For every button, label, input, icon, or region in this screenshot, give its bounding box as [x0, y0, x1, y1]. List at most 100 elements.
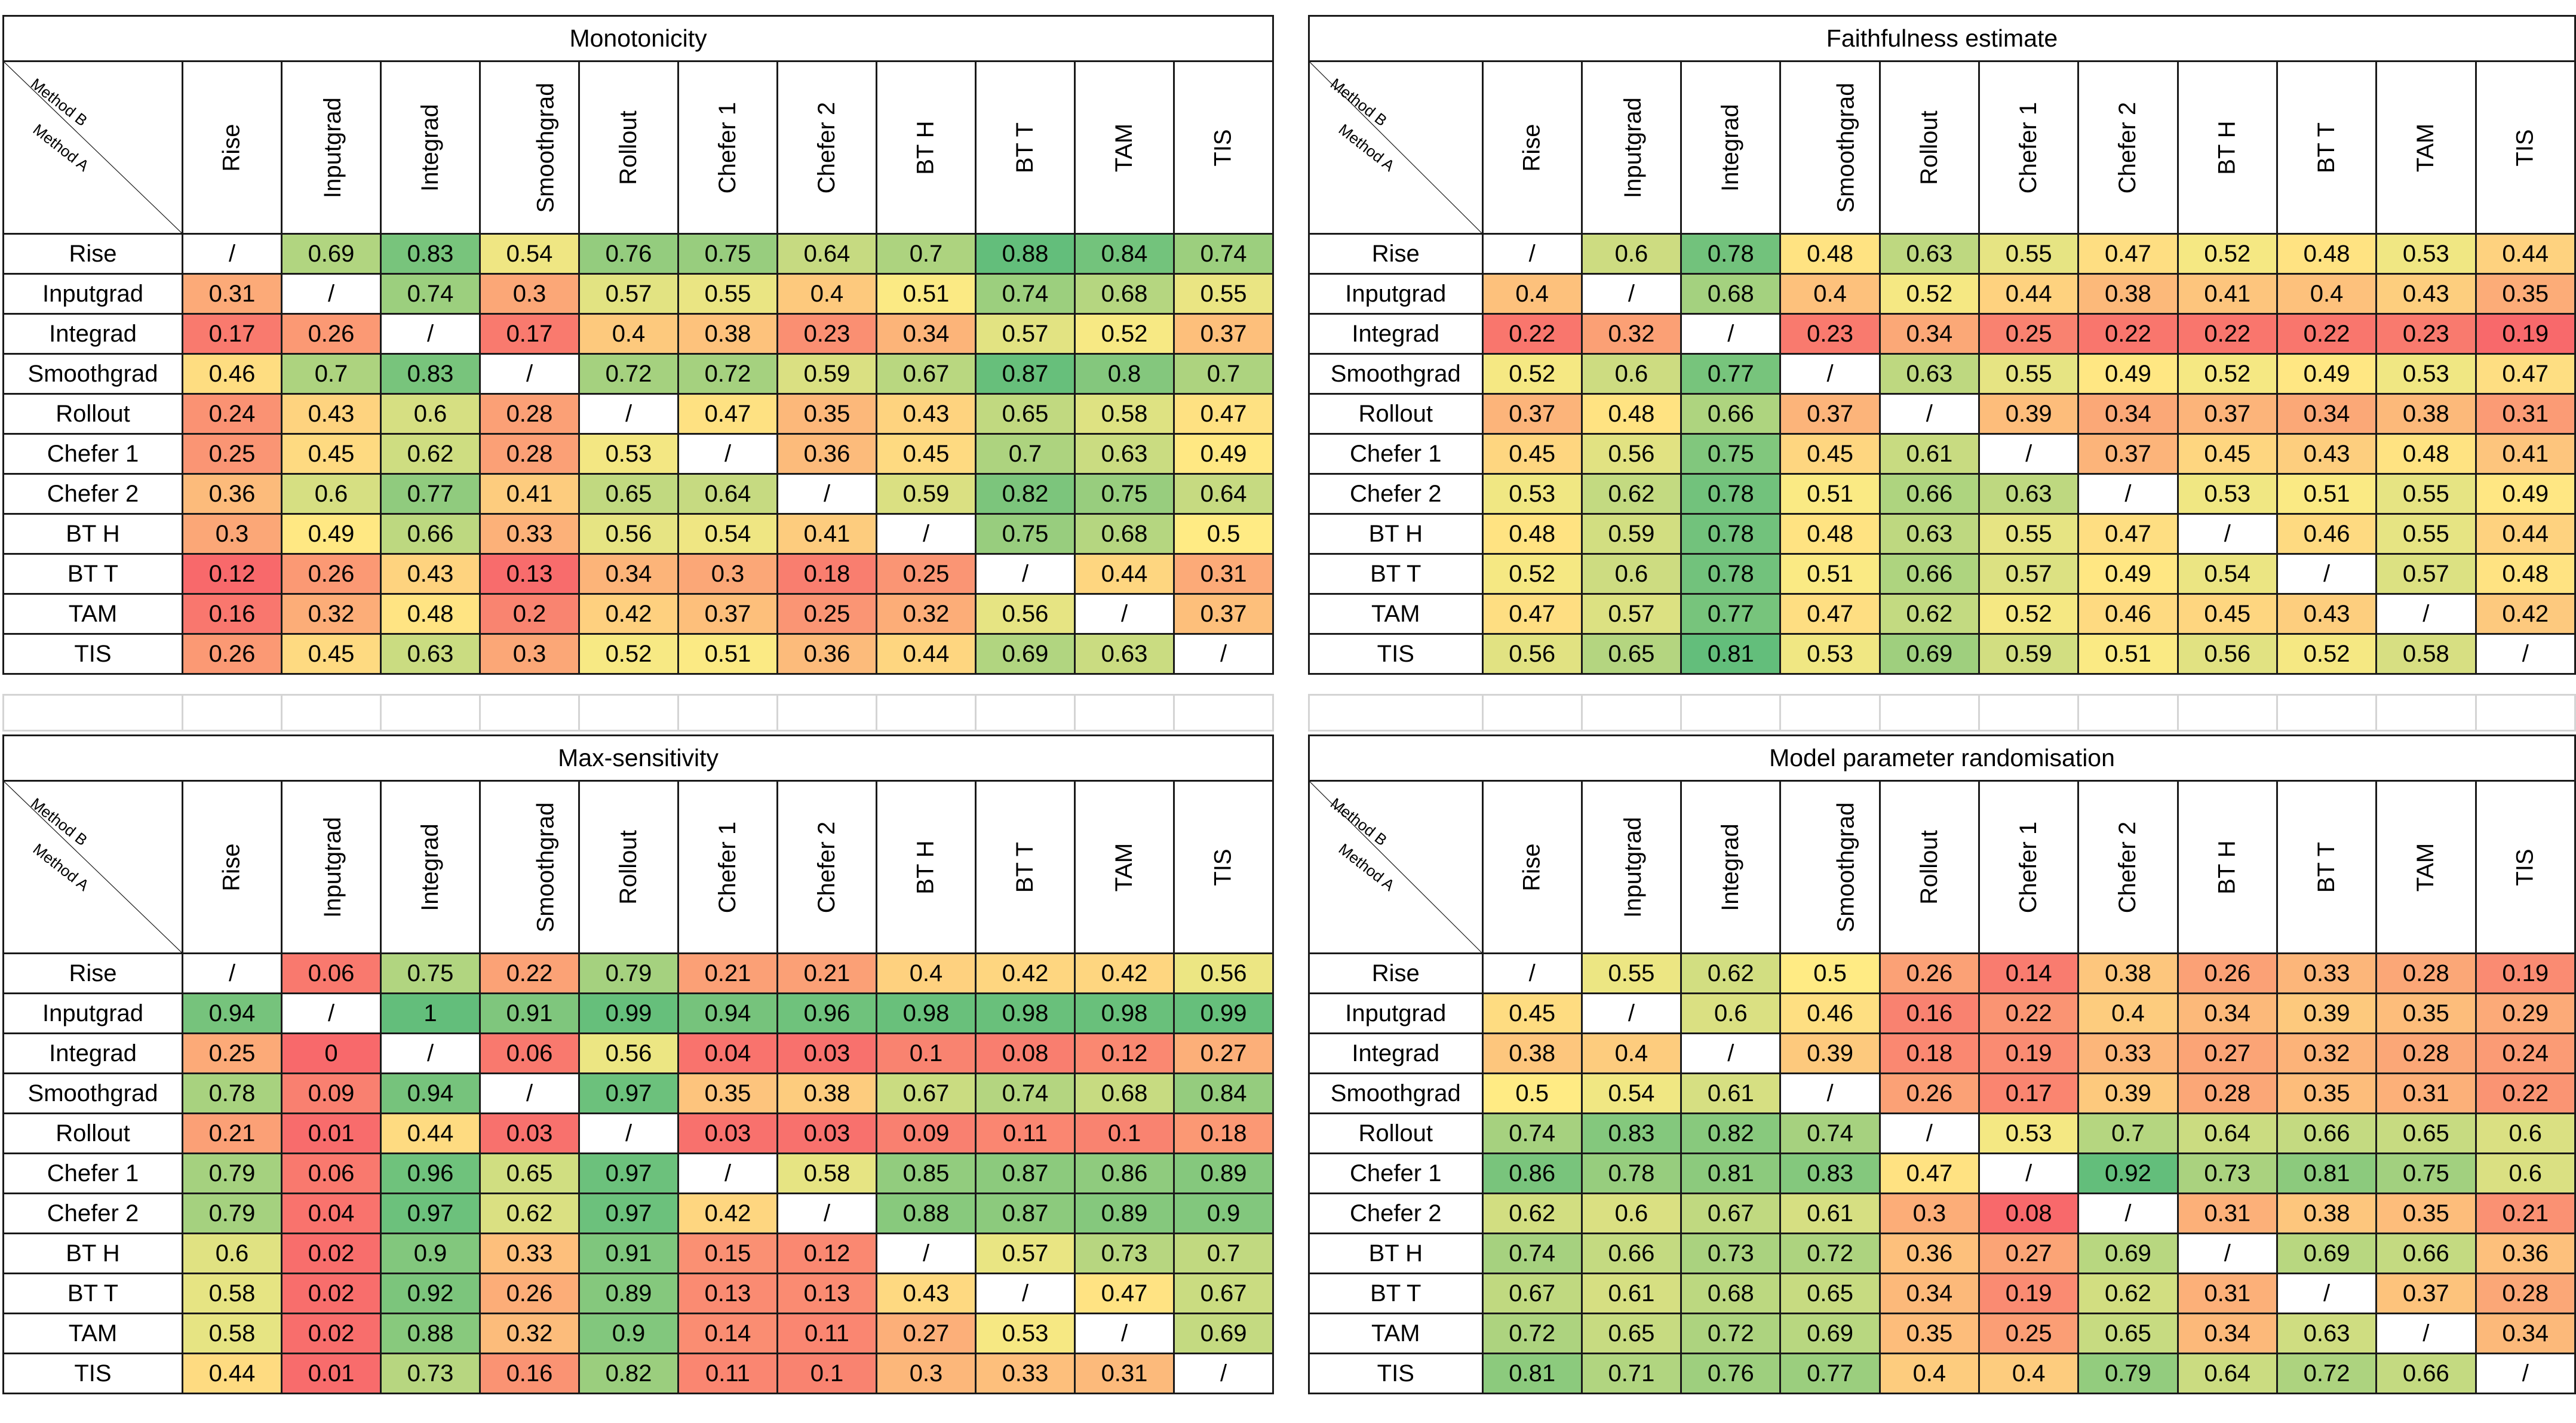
row-label: Inputgrad — [1308, 992, 1484, 1034]
heatmap-cell: 0.06 — [281, 952, 382, 994]
diagonal-cell: / — [677, 1152, 778, 1194]
heatmap-cell: 0.01 — [281, 1112, 382, 1154]
heatmap-cell: 0.35 — [2276, 1072, 2378, 1114]
table-row: BT H 0.6 0.02 0.9 0.33 0.91 0.15 0.12/0.57 0.73 0… — [2, 1233, 1275, 1274]
spreadsheet-gap-row — [2, 694, 1274, 732]
column-label: Chefer 2 — [2114, 102, 2141, 193]
heatmap-cell: 0.92 — [2077, 1152, 2179, 1194]
heatmap-cell: 0.81 — [1680, 633, 1782, 675]
heatmap-cell: 0.27 — [1172, 1032, 1275, 1074]
heatmap-cell: 0.26 — [281, 553, 382, 595]
corner-header: Method B Method A — [1308, 60, 1484, 235]
chart-title: Max-sensitivity — [2, 734, 1275, 782]
heatmap-cell: 0.51 — [1779, 473, 1881, 515]
column-label: Rollout — [615, 110, 641, 185]
heatmap-cell: 0.94 — [677, 992, 778, 1034]
column-label: Rise — [219, 843, 245, 892]
heatmap-cell: 0.57 — [1978, 553, 2080, 595]
heatmap-cell: 0.22 — [2077, 313, 2179, 355]
heatmap-cell: 0.81 — [1680, 1152, 1782, 1194]
column-label: Rise — [1518, 843, 1545, 892]
heatmap-cell: 0.25 — [776, 593, 877, 635]
row-label: Integrad — [2, 313, 183, 355]
empty-cell — [2276, 694, 2378, 732]
heatmap-cell: 0.6 — [1580, 233, 1682, 275]
heatmap-cell: 0.46 — [2276, 513, 2378, 555]
heatmap-cell: 0.15 — [677, 1233, 778, 1274]
heatmap-cell: 0.37 — [677, 593, 778, 635]
heatmap-cell: 0.61 — [1779, 1193, 1881, 1234]
diagonal-cell: / — [1580, 992, 1682, 1034]
heatmap-cell: 0.37 — [1481, 393, 1583, 435]
table-row: Chefer 1 0.25 0.45 0.62 0.28 0.53/0.36 0.45 0.7… — [2, 433, 1275, 475]
heatmap-cell: 0.28 — [479, 433, 580, 475]
heatmap-cell: 0.56 — [578, 1032, 679, 1074]
row-label: BT H — [1308, 513, 1484, 555]
column-label: Chefer 1 — [2015, 821, 2042, 913]
heatmap-cell: 0.75 — [1680, 433, 1782, 475]
heatmap-cell: 0.43 — [2276, 593, 2378, 635]
heatmap-cell: 0.04 — [677, 1032, 778, 1074]
heatmap-cell: 0.53 — [1481, 473, 1583, 515]
table-row: BT H 0.3 0.49 0.66 0.33 0.56 0.54 0.41/0.75 0.68… — [2, 513, 1275, 555]
heatmap-cell: 0.65 — [578, 473, 679, 515]
column-header: Smoothgrad — [479, 780, 580, 954]
heatmap-cell: 0.53 — [1779, 633, 1881, 675]
heatmap-cell: 0.34 — [2176, 992, 2278, 1034]
heatmap-cell: 0.47 — [1878, 1152, 1981, 1194]
heatmap-cell: 0.38 — [677, 313, 778, 355]
empty-cell — [182, 694, 283, 732]
heatmap-cell: 0.74 — [975, 273, 1076, 315]
heatmap-cell: 0.75 — [677, 233, 778, 275]
row-label: Rollout — [1308, 1112, 1484, 1154]
heatmap-cell: 0.53 — [1978, 1112, 2080, 1154]
heatmap-cell: 0.3 — [1878, 1193, 1981, 1234]
heatmap-cell: 0.42 — [2474, 593, 2576, 635]
column-header: Rollout — [578, 780, 679, 954]
heatmap-cell: 0.48 — [2276, 233, 2378, 275]
row-label: BT H — [2, 513, 183, 555]
heatmap-cell: 0.53 — [578, 433, 679, 475]
heatmap-cell: 0.14 — [677, 1313, 778, 1354]
table-row: Integrad 0.22 0.32/0.23 0.34 0.25 0.22 0.22 0.2… — [1308, 313, 2576, 355]
heatmap-cell: 0.61 — [1580, 1273, 1682, 1314]
heatmap-cell: 0.94 — [380, 1072, 481, 1114]
table-row: TIS 0.56 0.65 0.81 0.53 0.69 0.59 0.51 0.56 0.52 0… — [1308, 633, 2576, 675]
heatmap-cell: 0.12 — [1074, 1032, 1175, 1074]
heatmap-cell: 0.49 — [2077, 553, 2179, 595]
column-header: Smoothgrad — [479, 60, 580, 235]
row-label: Rollout — [2, 393, 183, 435]
diagonal-cell: / — [1878, 1112, 1981, 1154]
row-label: TIS — [2, 633, 183, 675]
diagonal-cell: / — [1680, 1032, 1782, 1074]
heatmap-cell: 0.82 — [578, 1353, 679, 1394]
heatmap-cell: 0.37 — [2077, 433, 2179, 475]
heatmap-cell: 0.54 — [479, 233, 580, 275]
row-label: TAM — [1308, 1313, 1484, 1354]
heatmap-cell: 0.62 — [1481, 1193, 1583, 1234]
diagonal-cell: / — [281, 992, 382, 1034]
heatmap-cell: 0.42 — [677, 1193, 778, 1234]
heatmap-cell: 0.3 — [876, 1353, 977, 1394]
heatmap-cell: 0.74 — [1172, 233, 1275, 275]
diagonal-cell: / — [2077, 473, 2179, 515]
table-row: TAM 0.47 0.57 0.77 0.47 0.62 0.52 0.46 0.45 0.43/… — [1308, 593, 2576, 635]
heatmap-cell: 0.59 — [1978, 633, 2080, 675]
heatmap-cell: 0.98 — [876, 992, 977, 1034]
column-header: Chefer 1 — [677, 60, 778, 235]
heatmap-cell: 0.62 — [1680, 952, 1782, 994]
heatmap-cell: 0.28 — [2375, 952, 2477, 994]
heatmap-cell: 0.6 — [2474, 1112, 2576, 1154]
heatmap-cell: 0.16 — [182, 593, 283, 635]
table-row: Rollout 0.74 0.83 0.82 0.74/0.53 0.7 0.64 0.66 0… — [1308, 1112, 2576, 1154]
heatmap-cell: 0.81 — [2276, 1152, 2378, 1194]
heatmap-cell: 0.42 — [578, 593, 679, 635]
heatmap-cell: 0.67 — [1172, 1273, 1275, 1314]
column-label: TAM — [2412, 843, 2439, 892]
diagonal-cell: / — [578, 393, 679, 435]
column-header: TAM — [2375, 780, 2477, 954]
row-label: Chefer 2 — [2, 1193, 183, 1234]
heatmap-cell: 0.47 — [1074, 1273, 1175, 1314]
heatmap-cell: 0.52 — [1481, 553, 1583, 595]
column-label: Rollout — [1915, 110, 1942, 185]
